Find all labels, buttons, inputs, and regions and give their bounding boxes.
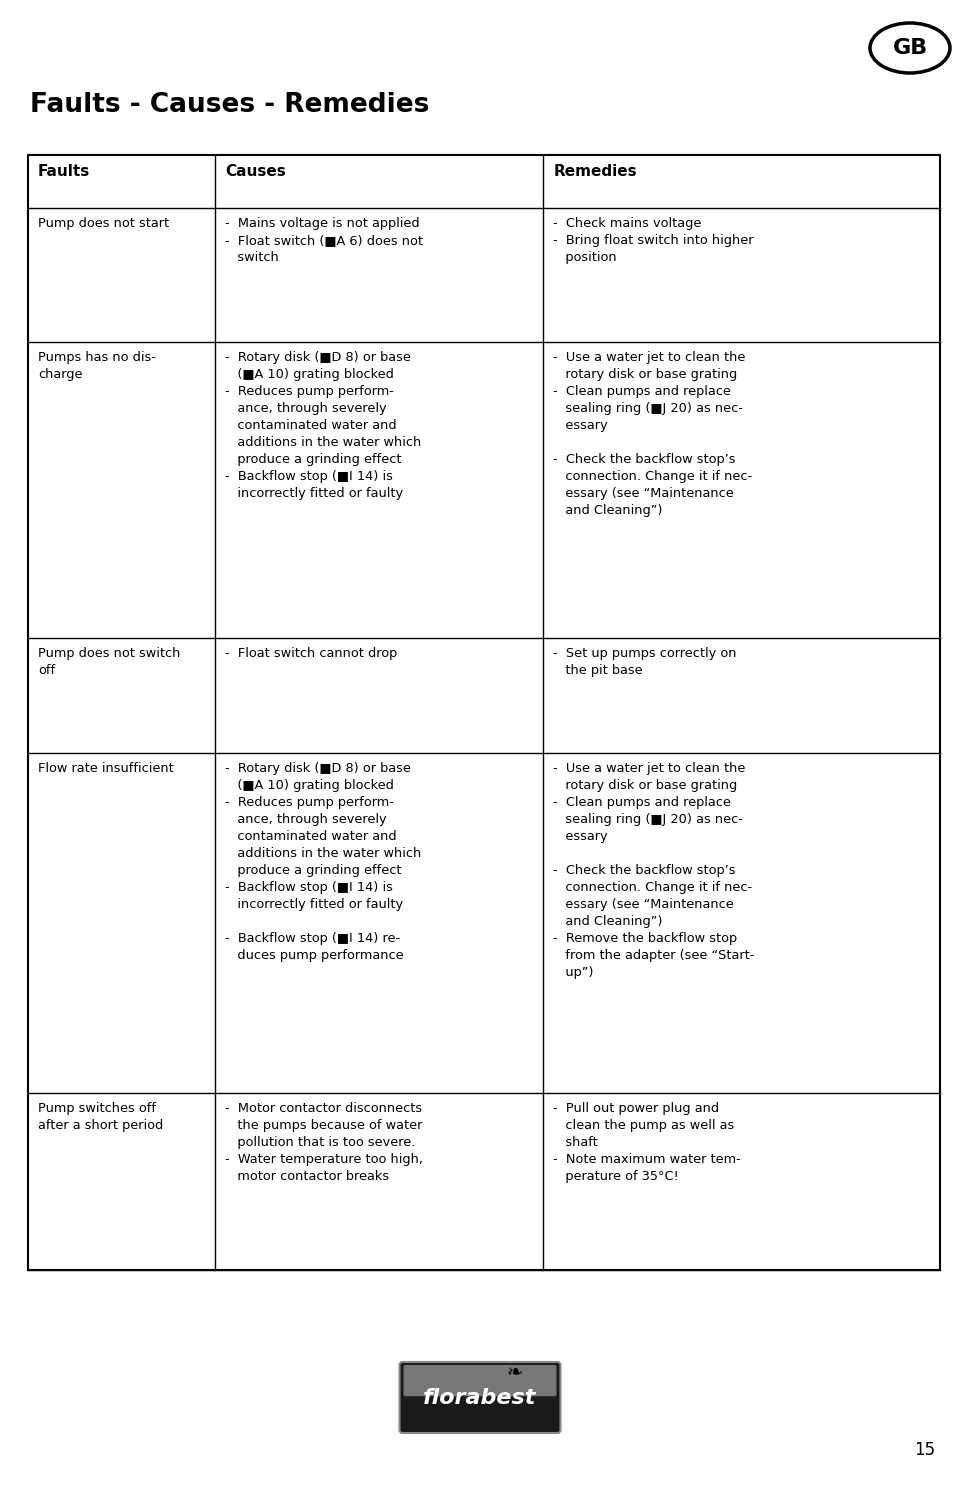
Text: -  Mains voltage is not applied
-  Float switch (■A 6) does not
   switch: - Mains voltage is not applied - Float s… xyxy=(225,217,423,263)
Text: -  Motor contactor disconnects
   the pumps because of water
   pollution that i: - Motor contactor disconnects the pumps … xyxy=(225,1103,423,1183)
Text: 15: 15 xyxy=(914,1441,935,1459)
Text: Pump switches off
after a short period: Pump switches off after a short period xyxy=(38,1103,163,1132)
Text: ❧: ❧ xyxy=(507,1364,523,1382)
FancyBboxPatch shape xyxy=(403,1366,557,1397)
Text: Faults - Causes - Remedies: Faults - Causes - Remedies xyxy=(30,92,429,117)
Text: Pump does not switch
off: Pump does not switch off xyxy=(38,648,180,678)
Text: -  Rotary disk (■D 8) or base
   (■A 10) grating blocked
-  Reduces pump perform: - Rotary disk (■D 8) or base (■A 10) gra… xyxy=(225,762,421,961)
Bar xyxy=(28,155,940,1271)
Text: Causes: Causes xyxy=(225,163,286,178)
Text: -  Float switch cannot drop: - Float switch cannot drop xyxy=(225,648,397,660)
Text: -  Use a water jet to clean the
   rotary disk or base grating
-  Clean pumps an: - Use a water jet to clean the rotary di… xyxy=(553,762,755,979)
Text: -  Set up pumps correctly on
   the pit base: - Set up pumps correctly on the pit base xyxy=(553,648,736,678)
FancyBboxPatch shape xyxy=(399,1363,561,1433)
Text: Remedies: Remedies xyxy=(553,163,636,178)
Text: GB: GB xyxy=(893,39,927,58)
Text: -  Check mains voltage
-  Bring float switch into higher
   position: - Check mains voltage - Bring float swit… xyxy=(553,217,754,263)
Text: Pump does not start: Pump does not start xyxy=(38,217,169,230)
Text: florabest: florabest xyxy=(423,1388,537,1407)
Text: -  Rotary disk (■D 8) or base
   (■A 10) grating blocked
-  Reduces pump perform: - Rotary disk (■D 8) or base (■A 10) gra… xyxy=(225,351,421,499)
Text: Faults: Faults xyxy=(38,163,90,178)
Text: -  Pull out power plug and
   clean the pump as well as
   shaft
-  Note maximum: - Pull out power plug and clean the pump… xyxy=(553,1103,741,1183)
Text: -  Use a water jet to clean the
   rotary disk or base grating
-  Clean pumps an: - Use a water jet to clean the rotary di… xyxy=(553,351,753,517)
Text: Pumps has no dis-
charge: Pumps has no dis- charge xyxy=(38,351,156,380)
Text: Flow rate insufficient: Flow rate insufficient xyxy=(38,762,174,776)
